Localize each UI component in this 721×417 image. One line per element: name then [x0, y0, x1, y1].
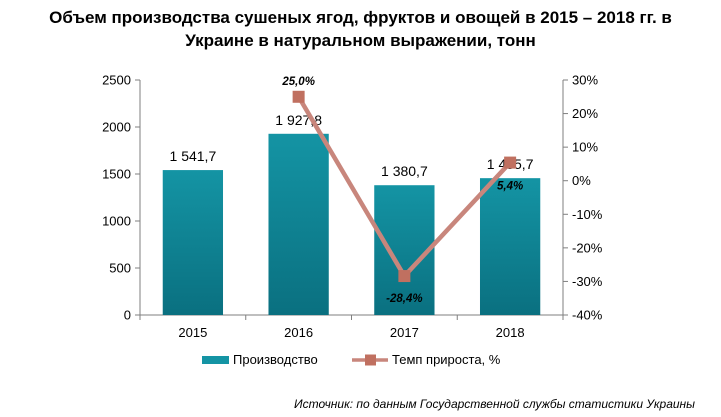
bar [479, 178, 541, 315]
growth-value-label: -28,4% [386, 293, 422, 305]
y-right-tick-label: 10% [572, 140, 598, 155]
chart-title-line-2: Украине в натуральном выражении, тонн [185, 31, 536, 50]
legend-bar-swatch [202, 356, 229, 364]
y-right-tick-label: -20% [572, 240, 603, 255]
legend-bar-label: Производство [233, 352, 318, 367]
growth-marker [504, 156, 517, 169]
bar [374, 185, 435, 315]
y-left-tick-label: 2000 [102, 120, 131, 135]
bar-value-label: 1 380,7 [381, 163, 428, 179]
growth-marker [292, 90, 305, 103]
y-right-tick-label: -10% [572, 207, 603, 222]
source-note: Источник: по данным Государственной служ… [294, 397, 695, 411]
y-right-tick-label: 0% [572, 173, 591, 188]
x-tick-label: 2017 [390, 325, 419, 340]
legend-line-label: Темп прироста, % [392, 352, 501, 367]
bar-value-label: 1 541,7 [170, 148, 217, 164]
y-right-tick-label: 20% [572, 106, 598, 121]
x-tick-label: 2015 [178, 325, 207, 340]
y-left-tick-label: 500 [109, 261, 131, 276]
growth-value-label: 25,0% [281, 76, 315, 88]
y-left-tick-label: 1000 [102, 214, 131, 229]
x-tick-label: 2018 [496, 325, 525, 340]
y-right-tick-label: 30% [572, 73, 598, 88]
y-left-tick-label: 2500 [102, 73, 131, 88]
y-right-tick-label: -30% [572, 274, 603, 289]
legend-line-marker [365, 354, 376, 366]
x-tick-label: 2016 [284, 325, 313, 340]
chart-title-line-1: Объем производства сушеных ягод, фруктов… [49, 8, 672, 27]
bar [162, 170, 224, 315]
growth-marker [398, 270, 411, 283]
bar [268, 133, 329, 315]
growth-value-label: 5,4% [497, 181, 523, 193]
y-left-tick-label: 0 [124, 308, 131, 323]
chart-title: Объем производства сушеных ягод, фруктов… [0, 6, 721, 52]
y-left-tick-label: 1500 [102, 167, 131, 182]
y-right-tick-label: -40% [572, 308, 603, 323]
